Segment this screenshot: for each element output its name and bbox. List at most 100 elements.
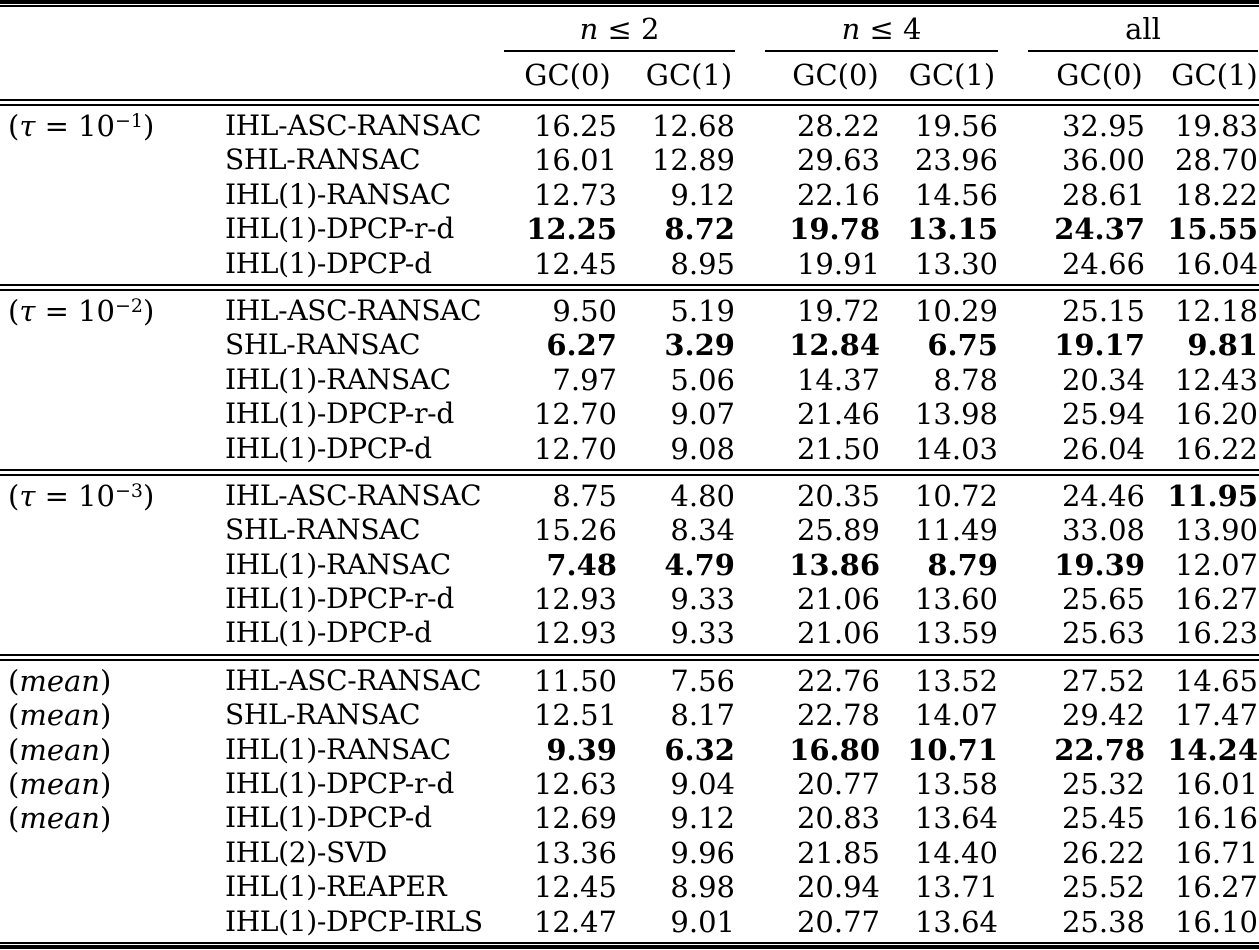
value-cell: 12.25 (526, 212, 617, 247)
table-row: (τ = 10−3) IHL-ASC-RANSAC 8.75 4.80 20.35 10.… (8, 479, 1259, 513)
value-cell: 9.39 (546, 732, 617, 767)
section-tau-1: (τ = 10−1) IHL-ASC-RANSAC 16.25 12.68 28.22 1… (8, 106, 1259, 284)
value-cell: 13.86 (789, 547, 880, 582)
value-cell: 25.32 (1061, 767, 1145, 802)
value-cell: 20.35 (796, 478, 880, 513)
table-body: (τ = 10−1) IHL-ASC-RANSAC 16.25 12.68 28.22 1… (0, 106, 1259, 942)
method-name: IHL(1)-DPCP-d (225, 431, 432, 465)
value-cell: 8.95 (670, 246, 735, 281)
row-group-label (8, 212, 225, 246)
value-cell: 25.15 (1061, 293, 1145, 328)
value-cell: 16.04 (1174, 246, 1258, 281)
value-cell: 16.16 (1174, 801, 1258, 836)
value-cell: 9.07 (670, 397, 735, 432)
value-cell: 12.43 (1174, 362, 1258, 397)
method-name: IHL(1)-DPCP-d (225, 801, 432, 835)
table-row: IHL(1)-RANSAC 7.97 5.06 14.37 8.78 20.34 12.43 (8, 363, 1259, 397)
value-cell: 9.81 (1187, 328, 1258, 363)
method-name: IHL(1)-RANSAC (225, 732, 451, 766)
value-cell: 16.23 (1174, 616, 1258, 651)
value-cell: 16.80 (789, 732, 880, 767)
subheader-row: GC(0) GC(1) GC(0) GC(1) GC(0) GC(1) (8, 52, 1259, 99)
value-cell: 29.63 (796, 143, 880, 178)
value-cell: 19.72 (796, 293, 880, 328)
value-cell: 19.17 (1054, 328, 1145, 363)
value-cell: 15.26 (533, 513, 617, 548)
method-name: IHL(1)-DPCP-r-d (225, 397, 454, 431)
value-cell: 6.75 (927, 328, 998, 363)
value-cell: 12.93 (533, 616, 617, 651)
value-cell: 12.63 (533, 767, 617, 802)
value-cell: 12.51 (533, 698, 617, 733)
method-name: SHL-RANSAC (225, 698, 421, 732)
value-cell: 14.37 (796, 362, 880, 397)
value-cell: 28.22 (796, 109, 880, 143)
section-mean: (mean) IHL-ASC-RANSAC 11.50 7.56 22.76 13.52 2… (8, 661, 1259, 942)
value-cell: 24.66 (1061, 246, 1145, 281)
method-name: IHL-ASC-RANSAC (225, 293, 482, 327)
row-group-label (8, 616, 225, 650)
value-cell: 13.71 (914, 870, 998, 905)
value-cell: 8.78 (933, 362, 998, 397)
value-cell: 4.80 (670, 478, 735, 513)
table-row: (mean) IHL(1)-RANSAC 9.39 6.32 16.80 10.71 22.… (8, 733, 1259, 767)
table-row: (mean) IHL(1)-DPCP-r-d 12.63 9.04 20.77 13.58… (8, 767, 1259, 801)
value-cell: 19.78 (789, 212, 880, 247)
value-cell: 12.73 (533, 177, 617, 212)
value-cell: 7.48 (546, 547, 617, 582)
row-group-label (8, 178, 225, 212)
method-name: IHL(1)-RANSAC (225, 362, 451, 396)
value-cell: 21.85 (796, 835, 880, 870)
row-group-label (8, 582, 225, 616)
value-cell: 13.90 (1174, 513, 1258, 548)
method-name: IHL(1)-DPCP-d (225, 246, 432, 280)
value-cell: 8.72 (664, 212, 735, 247)
subheader-gc0-all: GC(0) (1056, 58, 1143, 92)
row-group-label (8, 513, 225, 547)
value-cell: 25.52 (1061, 870, 1145, 905)
value-cell: 6.32 (664, 732, 735, 767)
value-cell: 3.29 (664, 328, 735, 363)
value-cell: 13.30 (914, 246, 998, 281)
group-header-n-le-4: n ≤ 4 (765, 9, 998, 52)
table-row: SHL-RANSAC 16.01 12.89 29.63 23.96 36.00 28.70 (8, 143, 1259, 177)
bottom-rule (0, 941, 1259, 949)
value-cell: 12.70 (533, 431, 617, 466)
group-header-all: all (1028, 9, 1258, 52)
table-row: IHL(1)-REAPER 12.45 8.98 20.94 13.71 25.52 16.… (8, 870, 1259, 904)
table-row: IHL(2)-SVD 13.36 9.96 21.85 14.40 26.22 16.71 (8, 836, 1259, 870)
method-name: IHL(1)-DPCP-r-d (225, 212, 454, 246)
method-name: IHL-ASC-RANSAC (225, 478, 482, 512)
value-cell: 9.12 (670, 801, 735, 836)
value-cell: 11.49 (914, 513, 998, 548)
value-cell: 22.78 (796, 698, 880, 733)
value-cell: 18.22 (1174, 177, 1258, 212)
value-cell: 27.52 (1061, 663, 1145, 698)
value-cell: 16.01 (1174, 767, 1258, 802)
method-name: IHL(1)-REAPER (225, 870, 447, 904)
row-group-label (8, 836, 225, 870)
value-cell: 16.27 (1174, 582, 1258, 617)
table-row: IHL(1)-DPCP-d 12.45 8.95 19.91 13.30 24.66 16.… (8, 247, 1259, 281)
table-row: IHL(1)-DPCP-IRLS 12.47 9.01 20.77 13.64 25.38… (8, 905, 1259, 939)
top-rule (0, 0, 1259, 7)
value-cell: 25.94 (1061, 397, 1145, 432)
method-name: SHL-RANSAC (225, 143, 421, 177)
method-name: IHL(1)-DPCP-d (225, 616, 432, 650)
row-group-label (8, 432, 225, 466)
method-name: IHL(1)-RANSAC (225, 177, 451, 211)
table-row: SHL-RANSAC 15.26 8.34 25.89 11.49 33.08 13.90 (8, 513, 1259, 547)
value-cell: 14.03 (914, 431, 998, 466)
value-cell: 13.36 (533, 835, 617, 870)
row-group-label: (τ = 10−1) (8, 109, 155, 143)
header-separator (0, 99, 1259, 106)
table-row: (τ = 10−1) IHL-ASC-RANSAC 16.25 12.68 28.22 1… (8, 109, 1259, 143)
table-row: IHL(1)-DPCP-d 12.70 9.08 21.50 14.03 26.04 16.… (8, 432, 1259, 466)
section-separator (0, 653, 1259, 661)
value-cell: 26.04 (1061, 431, 1145, 466)
value-cell: 24.37 (1054, 212, 1145, 247)
value-cell: 14.40 (914, 835, 998, 870)
value-cell: 9.12 (670, 177, 735, 212)
value-cell: 19.56 (914, 109, 998, 143)
value-cell: 4.79 (664, 547, 735, 582)
